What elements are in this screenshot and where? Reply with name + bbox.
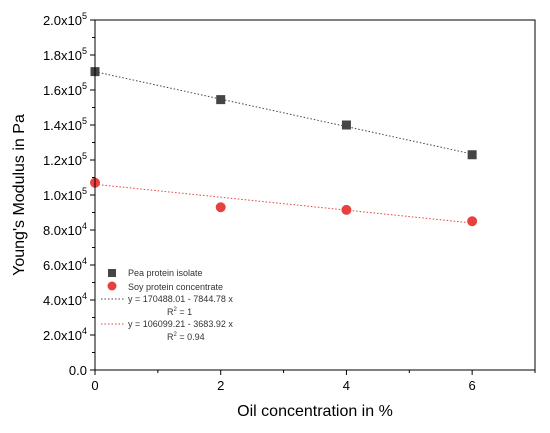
legend-fit-r2: R2 = 1 [167,307,192,317]
y-tick-label: 8.0x104 [43,221,87,238]
y-tick-exponent: 5 [82,186,87,196]
point-circle [341,204,352,215]
y-tick-exponent: 5 [82,81,87,91]
point-square [216,95,226,105]
x-tick-label: 4 [343,378,350,393]
r2-value: = 0.94 [177,332,205,342]
y-tick-exponent: 5 [82,151,87,161]
data-points [90,67,478,227]
y-tick-mantissa: 0.0 [69,363,87,378]
y-tick-exponent: 5 [82,11,87,21]
y-tick-exponent: 4 [82,221,87,231]
point-circle [215,202,226,213]
x-tick-label: 0 [91,378,98,393]
r2-exponent: 2 [174,332,178,338]
fit-line-1 [94,71,473,155]
y-tick-mantissa: 1.6x10 [43,83,82,98]
point-square [467,150,477,160]
x-axis-title: Oil concentration in % [237,403,393,420]
ticks-layer: 0.02.0x1044.0x1046.0x1048.0x1041.0x1051.… [43,11,536,393]
y-tick-mantissa: 1.2x10 [43,153,82,168]
y-tick-mantissa: 1.8x10 [43,48,82,63]
y-tick-label: 1.2x105 [43,151,87,168]
y-tick-label: 1.4x105 [43,116,87,133]
legend-fit-equation: y = 170488.01 - 7844.78 x [128,294,233,304]
y-tick-label: 2.0x105 [43,11,87,28]
y-tick-label: 2.0x104 [43,326,87,343]
y-tick-exponent: 4 [82,326,87,336]
legend-fit-equation: y = 106099.21 - 3683.92 x [128,319,233,329]
y-tick-mantissa: 2.0x10 [43,328,82,343]
y-tick-exponent: 5 [82,46,87,56]
r2-value: = 1 [177,307,192,317]
y-tick-label: 1.8x105 [43,46,87,63]
legend: Pea protein isolate Soy protein concentra… [101,268,233,342]
y-axis-title: Young's Modulus in Pa [11,114,28,276]
legend-marker-circle [107,281,117,291]
legend-label: Pea protein isolate [128,268,203,278]
plot-frame [94,19,536,371]
y-tick-mantissa: 4.0x10 [43,293,82,308]
y-tick-label: 6.0x104 [43,256,87,273]
y-tick-label: 4.0x104 [43,291,87,308]
fit-line-2 [94,183,473,224]
y-tick-exponent: 4 [82,291,87,301]
point-circle [467,216,478,227]
fit-lines [94,71,473,224]
y-tick-mantissa: 1.0x10 [43,188,82,203]
y-tick-label: 1.0x105 [43,186,87,203]
x-tick-label: 6 [469,378,476,393]
legend-label: Soy protein concentrate [128,282,223,292]
legend-fit-r2: R2 = 0.94 [167,332,205,342]
y-tick-exponent: 4 [82,256,87,266]
y-tick-mantissa: 8.0x10 [43,223,82,238]
y-tick-label: 0.0 [69,363,87,378]
y-tick-mantissa: 1.4x10 [43,118,82,133]
point-square [341,120,351,130]
legend-marker-square [108,269,116,277]
r2-exponent: 2 [174,307,178,313]
y-tick-mantissa: 6.0x10 [43,258,82,273]
y-tick-mantissa: 2.0x10 [43,13,82,28]
y-tick-exponent: 5 [82,116,87,126]
y-tick-label: 1.6x105 [43,81,87,98]
x-tick-label: 2 [217,378,224,393]
